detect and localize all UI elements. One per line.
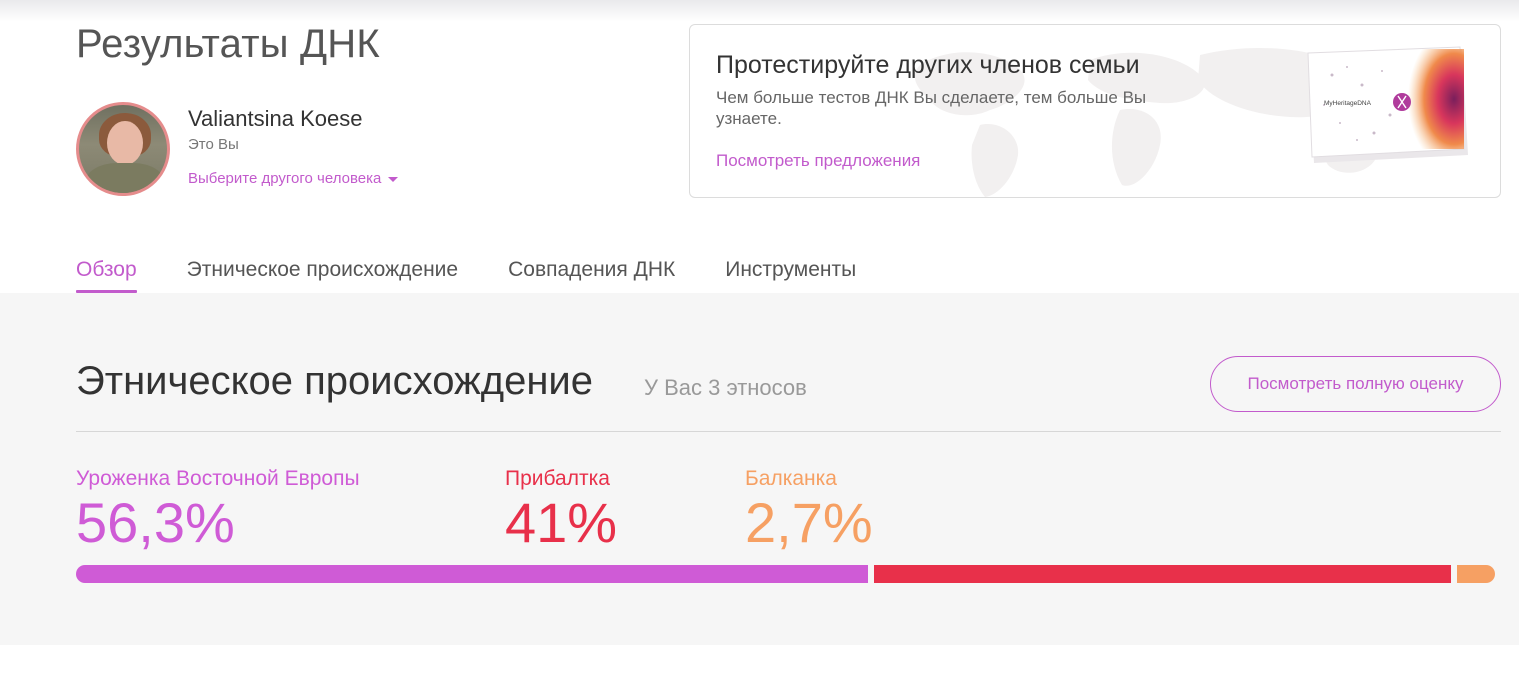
select-person-label: Выберите другого человека — [188, 170, 382, 187]
ethnicity-bar-segment — [76, 565, 868, 583]
promo-text: Чем больше тестов ДНК Вы сделаете, тем б… — [716, 88, 1147, 128]
ethnicity-name: Уроженка Восточной Европы — [76, 467, 360, 490]
user-subtitle: Это Вы — [188, 136, 239, 153]
promo-card: Протестируйте других членов семьи Чем бо… — [689, 24, 1501, 198]
view-offers-link[interactable]: Посмотреть предложения — [716, 151, 921, 170]
ethnicity-item-balkan[interactable]: Балканка 2,7% — [745, 467, 873, 551]
top-shadow — [0, 0, 1519, 22]
ethnicity-item-east-european[interactable]: Уроженка Восточной Европы 56,3% — [76, 467, 360, 551]
promo-title: Протестируйте других членов семьи — [716, 51, 1140, 79]
ethnicity-name: Балканка — [745, 467, 837, 490]
tab-dna-matches[interactable]: Совпадения ДНК — [508, 258, 676, 281]
page-title: Результаты ДНК — [76, 22, 380, 66]
ethnicity-percent: 56,3% — [76, 491, 235, 554]
avatar[interactable] — [76, 102, 170, 196]
view-full-estimate-button[interactable]: Посмотреть полную оценку — [1210, 356, 1501, 412]
ethnicity-item-baltic[interactable]: Прибалтка 41% — [505, 467, 617, 551]
select-person-dropdown[interactable]: Выберите другого человека — [188, 170, 399, 187]
ethnicity-section: Этническое происхождение У Вас 3 этносов… — [0, 293, 1519, 645]
user-name: Valiantsina Koese — [188, 106, 363, 131]
ethnicity-name: Прибалтка — [505, 467, 610, 490]
profile-block: Valiantsina Koese Это Вы Выберите другог… — [76, 102, 496, 198]
ethnicity-bar-segment — [874, 565, 1451, 583]
divider — [76, 431, 1501, 432]
ethnicity-percent: 2,7% — [745, 491, 873, 554]
tab-bar: Обзор Этническое происхождение Совпадени… — [76, 254, 906, 294]
ethnicity-bar — [76, 565, 1495, 583]
ethnicity-bar-segment — [1457, 565, 1495, 583]
kit-brand-text: MyHeritageDNA — [1324, 100, 1372, 107]
ethnicity-count: У Вас 3 этносов — [644, 375, 807, 400]
tab-overview[interactable]: Обзор — [76, 254, 137, 294]
caret-down-icon — [388, 176, 399, 182]
avatar-face — [107, 121, 143, 165]
dna-kit-box-image: MyHeritageDNA — [1307, 46, 1468, 163]
ethnicity-title: Этническое происхождение — [76, 359, 594, 403]
tab-tools[interactable]: Инструменты — [725, 258, 857, 281]
ethnicity-percent: 41% — [505, 491, 618, 554]
tab-ethnicity[interactable]: Этническое происхождение — [186, 258, 459, 281]
avatar-body — [85, 163, 165, 193]
